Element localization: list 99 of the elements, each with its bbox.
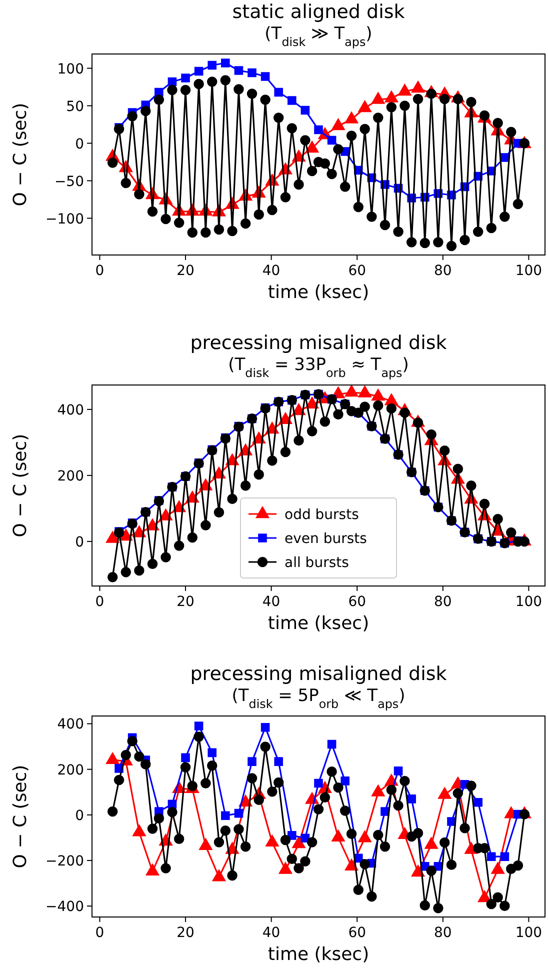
legend-label: all bursts: [284, 555, 349, 571]
x-tick-label: 0: [95, 263, 104, 279]
chart-subtitle: (T$_{disk}$ = 33P$_{orb}$ ≈ T$_{aps}$): [228, 355, 409, 380]
point: [208, 748, 217, 758]
point: [327, 136, 336, 145]
point: [394, 766, 403, 776]
point: [221, 58, 230, 68]
point: [438, 787, 452, 799]
y-axis-title: O − C (sec): [10, 764, 31, 868]
point: [344, 112, 358, 124]
x-tick-label: 80: [434, 594, 452, 610]
x-tick-label: 40: [262, 263, 280, 279]
point: [314, 778, 323, 788]
y-tick-label: −400: [46, 899, 84, 916]
point: [208, 60, 217, 70]
y-axis-title: O − C (sec): [10, 434, 31, 538]
point: [424, 837, 438, 849]
y-tick-label: −50: [54, 174, 84, 190]
point: [344, 858, 358, 870]
point: [234, 66, 244, 75]
point: [146, 864, 160, 876]
point: [331, 118, 345, 130]
point: [371, 388, 385, 401]
y-tick-label: 400: [57, 402, 84, 418]
x-tick-label: 40: [262, 925, 280, 941]
point: [358, 386, 372, 398]
point: [331, 830, 345, 842]
y-tick-label: 400: [57, 716, 84, 733]
x-tick-label: 60: [348, 925, 366, 941]
point: [274, 757, 284, 766]
point: [358, 100, 372, 112]
point: [371, 92, 385, 104]
x-tick-label: 60: [348, 594, 366, 610]
point: [358, 830, 372, 842]
point: [181, 753, 190, 762]
x-tick-label: 20: [176, 594, 194, 610]
y-tick-label: 200: [57, 762, 84, 778]
point: [288, 96, 296, 105]
x-tick-label: 100: [515, 263, 542, 279]
point: [300, 106, 310, 115]
point: [384, 90, 398, 102]
x-tick-label: 100: [515, 594, 542, 610]
point: [106, 752, 120, 764]
chart-title: precessing misaligned disk: [190, 663, 447, 685]
y-tick-label: 200: [57, 468, 84, 484]
point: [491, 862, 505, 874]
point: [327, 740, 336, 749]
y-tick-label: 0: [75, 136, 84, 152]
point: [411, 80, 425, 93]
x-tick-label: 20: [176, 263, 194, 279]
x-tick-label: 20: [176, 925, 194, 941]
point: [248, 68, 256, 78]
chart-subtitle: (T$_{disk}$ ≫ T$_{aps}$): [264, 24, 372, 49]
point: [198, 838, 212, 850]
point: [194, 722, 204, 730]
y-tick-label: −100: [46, 211, 84, 228]
point: [407, 794, 416, 804]
x-tick-label: 60: [348, 263, 366, 279]
x-axis-title: time (ksec): [268, 613, 370, 634]
point: [344, 384, 358, 397]
point: [340, 776, 350, 786]
point: [305, 140, 319, 153]
point: [265, 834, 279, 847]
point: [398, 84, 412, 96]
chart-title: static aligned disk: [232, 1, 405, 23]
point: [260, 722, 270, 732]
y-tick-label: 100: [57, 61, 84, 78]
x-tick-label: 40: [262, 594, 280, 610]
x-tick-label: 0: [95, 594, 104, 610]
point: [274, 88, 284, 97]
y-tick-label: 0: [75, 808, 84, 824]
y-tick-label: 0: [75, 534, 84, 550]
point: [221, 811, 230, 820]
point: [371, 784, 385, 796]
point: [248, 757, 256, 766]
point: [260, 72, 270, 81]
y-tick-label: −200: [46, 853, 84, 870]
chart-title: precessing misaligned disk: [190, 332, 447, 354]
point: [132, 824, 146, 836]
point: [212, 869, 226, 882]
y-axis-title: O − C (sec): [10, 102, 31, 206]
legend-label: even bursts: [284, 531, 367, 547]
x-tick-label: 0: [95, 925, 104, 941]
point: [474, 798, 482, 807]
x-axis-title: time (ksec): [268, 282, 370, 303]
x-tick-label: 80: [434, 263, 452, 279]
point: [292, 836, 306, 848]
point: [181, 74, 190, 82]
point: [194, 66, 204, 76]
x-axis-title: time (ksec): [268, 944, 370, 965]
x-tick-label: 80: [434, 925, 452, 941]
point: [106, 531, 120, 543]
x-tick-label: 100: [515, 925, 542, 941]
legend-label: odd bursts: [284, 507, 359, 523]
y-tick-label: 50: [66, 98, 84, 115]
point: [278, 862, 292, 874]
point: [314, 125, 323, 134]
chart-subtitle: (T$_{disk}$ = 5P$_{orb}$ ≪ T$_{aps}$): [232, 686, 406, 711]
point: [234, 808, 244, 818]
